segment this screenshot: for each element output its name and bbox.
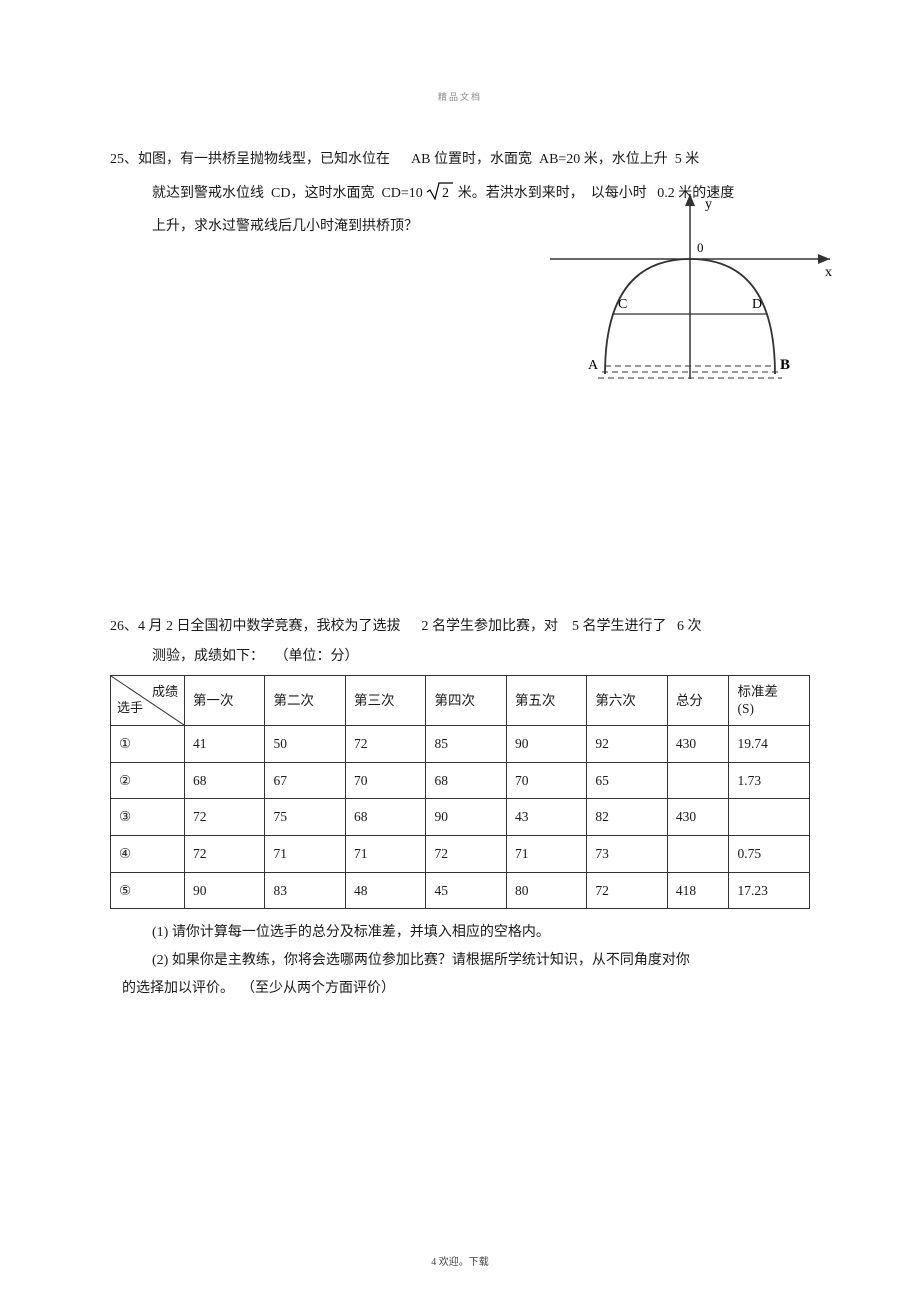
col-header: 总分 xyxy=(667,675,729,725)
table-header-row: 成绩 选手 第一次 第二次 第三次 第四次 第五次 第六次 总分 标准差 (S) xyxy=(111,675,810,725)
table-row: ①41507285909243019.74 xyxy=(111,725,810,762)
p26-q2-line2: 的选择加以评价。 xyxy=(122,981,234,996)
table-cell: 19.74 xyxy=(729,725,810,762)
table-cell: 1.73 xyxy=(729,762,810,799)
table-cell: 418 xyxy=(667,872,729,909)
table-cell: 72 xyxy=(345,725,425,762)
table-cell: 70 xyxy=(345,762,425,799)
p25-text: AB=20 米，水位上升 xyxy=(539,152,668,167)
table-cell: 65 xyxy=(587,762,667,799)
p25-text: 上升，求水过警戒线后几小时淹到拱桥顶？ xyxy=(152,219,418,234)
table-corner-cell: 成绩 选手 xyxy=(111,675,185,725)
table-cell: 85 xyxy=(426,725,506,762)
table-cell: 72 xyxy=(185,835,265,872)
p26-q2-line1: (2) 如果你是主教练，你将会选哪两位参加比赛？请根据所学统计知识，从不同角度对… xyxy=(110,947,810,975)
table-cell: 430 xyxy=(667,799,729,836)
table-cell: 45 xyxy=(426,872,506,909)
p26-q1: (1) 请你计算每一位选手的总分及标准差，并填入相应的空格内。 xyxy=(110,919,810,947)
p25-text: 就达到警戒水位线 xyxy=(152,186,264,201)
col-header: 第四次 xyxy=(426,675,506,725)
corner-top-label: 成绩 xyxy=(152,680,178,705)
table-cell: 68 xyxy=(345,799,425,836)
table-cell: 82 xyxy=(587,799,667,836)
y-label: y xyxy=(705,197,712,212)
row-label: ① xyxy=(111,725,185,762)
p25-text: 5 米 xyxy=(675,152,700,167)
table-cell: 90 xyxy=(185,872,265,909)
table-cell: 75 xyxy=(265,799,345,836)
table-cell: 0.75 xyxy=(729,835,810,872)
table-row: ⑤90834845807241817.23 xyxy=(111,872,810,909)
p25-text: CD=10 xyxy=(381,186,422,201)
score-table: 成绩 选手 第一次 第二次 第三次 第四次 第五次 第六次 总分 标准差 (S)… xyxy=(110,675,810,909)
col-header: 第三次 xyxy=(345,675,425,725)
table-row: ③727568904382430 xyxy=(111,799,810,836)
row-label: ② xyxy=(111,762,185,799)
p26-text: （单位：分） xyxy=(275,649,359,664)
table-cell xyxy=(667,762,729,799)
table-row: ②6867706870651.73 xyxy=(111,762,810,799)
p26-text: 2 名学生参加比赛，对 xyxy=(422,619,559,634)
sqrt-symbol: 2 xyxy=(426,177,454,211)
table-cell: 68 xyxy=(426,762,506,799)
p26-text: 4 月 2 日全国初中数学竞赛，我校为了选拔 xyxy=(138,619,401,634)
table-cell: 41 xyxy=(185,725,265,762)
p26-text: 5 名学生进行了 xyxy=(572,619,667,634)
table-cell: 48 xyxy=(345,872,425,909)
p25-text: 如图，有一拱桥呈抛物线型，已知水位在 xyxy=(138,152,390,167)
d-label: D xyxy=(752,297,762,312)
footer-text: 欢迎。下载 xyxy=(439,1257,489,1268)
parabola-diagram: y x 0 C D A B xyxy=(530,194,840,404)
table-cell: 72 xyxy=(185,799,265,836)
b-label: B xyxy=(780,357,790,373)
row-label: ④ xyxy=(111,835,185,872)
table-cell: 71 xyxy=(345,835,425,872)
p26-text: 测验，成绩如下： xyxy=(152,649,264,664)
col-header: 标准差 (S) xyxy=(729,675,810,725)
table-cell: 68 xyxy=(185,762,265,799)
page-footer: 4 欢迎。下载 xyxy=(0,1253,920,1268)
table-cell: 71 xyxy=(265,835,345,872)
origin-label: 0 xyxy=(697,240,704,255)
table-cell: 80 xyxy=(506,872,586,909)
x-label: x xyxy=(825,265,832,280)
p26-text: 6 次 xyxy=(677,619,702,634)
table-cell: 90 xyxy=(426,799,506,836)
row-label: ⑤ xyxy=(111,872,185,909)
a-label: A xyxy=(588,358,599,373)
p26-q2-note: （至少从两个方面评价） xyxy=(241,981,395,996)
table-cell: 83 xyxy=(265,872,345,909)
table-row: ④7271717271730.75 xyxy=(111,835,810,872)
col-header: 第二次 xyxy=(265,675,345,725)
table-cell xyxy=(729,799,810,836)
p25-text: CD，这时水面宽 xyxy=(271,186,374,201)
p26-number: 26、 xyxy=(110,619,138,634)
table-cell: 50 xyxy=(265,725,345,762)
table-cell xyxy=(667,835,729,872)
col-header: 第一次 xyxy=(185,675,265,725)
table-cell: 73 xyxy=(587,835,667,872)
footer-page: 4 xyxy=(431,1257,436,1268)
col-header: 第五次 xyxy=(506,675,586,725)
c-label: C xyxy=(618,297,627,312)
corner-bottom-label: 选手 xyxy=(117,696,143,721)
p25-text: AB 位置时，水面宽 xyxy=(411,152,532,167)
table-cell: 72 xyxy=(426,835,506,872)
p25-number: 25、 xyxy=(110,152,138,167)
table-cell: 430 xyxy=(667,725,729,762)
table-cell: 17.23 xyxy=(729,872,810,909)
table-cell: 92 xyxy=(587,725,667,762)
svg-text:2: 2 xyxy=(442,186,449,200)
table-cell: 43 xyxy=(506,799,586,836)
table-cell: 90 xyxy=(506,725,586,762)
problem-26: 26、4 月 2 日全国初中数学竞赛，我校为了选拔 2 名学生参加比赛，对 5 … xyxy=(110,614,810,1003)
row-label: ③ xyxy=(111,799,185,836)
table-cell: 70 xyxy=(506,762,586,799)
page-content: 25、如图，有一拱桥呈抛物线型，已知水位在 AB 位置时，水面宽 AB=20 米… xyxy=(0,103,920,1003)
col-header: 第六次 xyxy=(587,675,667,725)
table-cell: 72 xyxy=(587,872,667,909)
page-header-small: 精品文档 xyxy=(0,0,920,103)
table-cell: 67 xyxy=(265,762,345,799)
table-cell: 71 xyxy=(506,835,586,872)
